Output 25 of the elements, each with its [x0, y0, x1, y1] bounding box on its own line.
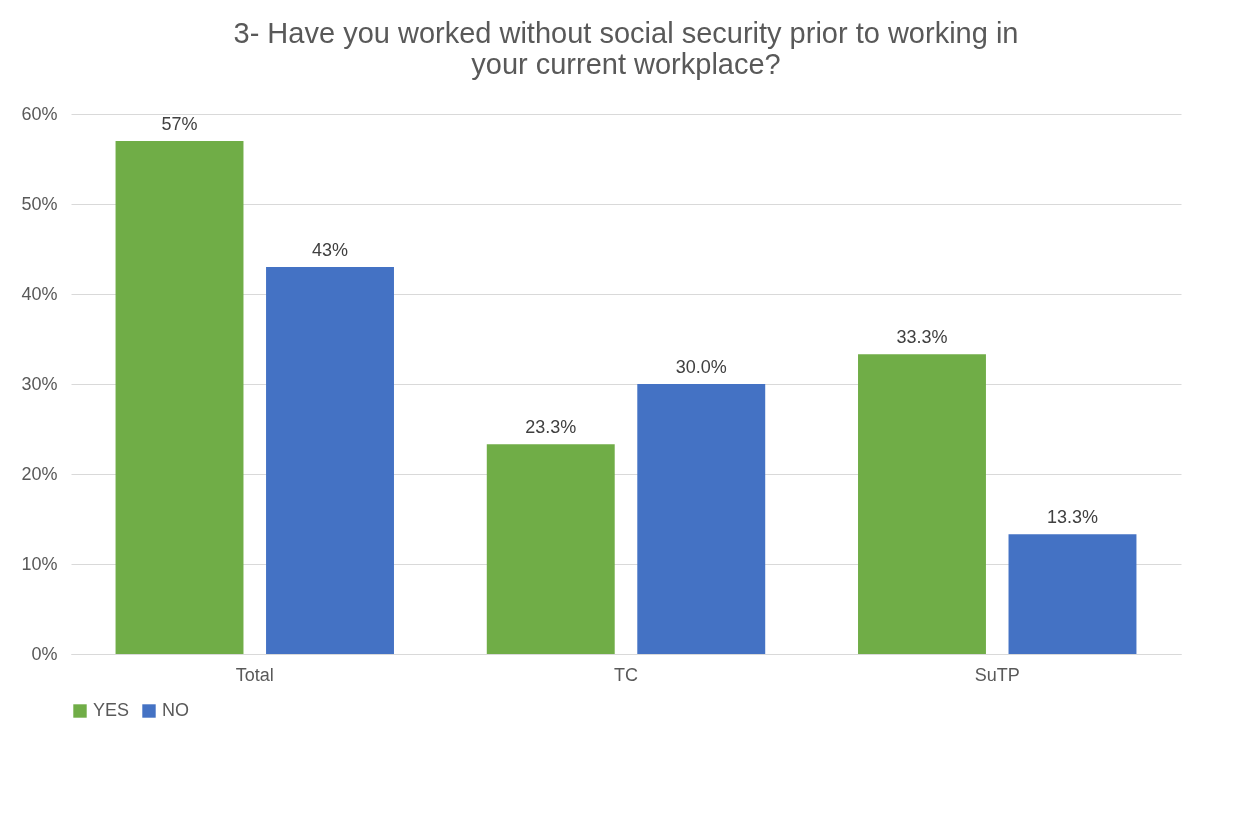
y-tick-label: 20%: [21, 463, 58, 484]
x-tick-label: Total: [235, 664, 274, 685]
bar: [115, 141, 244, 654]
data-label: 43%: [312, 240, 349, 260]
bar: [266, 267, 394, 654]
data-label: 33.3%: [896, 327, 948, 348]
y-tick-label: 30%: [21, 373, 58, 394]
legend-label: NO: [162, 700, 189, 720]
bar: [858, 354, 986, 654]
chart-title: 3- Have you worked without social security prior to working in your current workplace?: [233, 17, 1019, 80]
data-label: 30.0%: [675, 357, 727, 377]
legend-label: YES: [93, 700, 130, 720]
bar: [637, 384, 766, 654]
y-tick-label: 0%: [31, 643, 58, 664]
bar: [486, 444, 615, 654]
x-tick-label: SuTP: [974, 664, 1020, 685]
data-label: 57%: [161, 114, 198, 134]
y-tick-label: 60%: [21, 103, 58, 124]
x-tick-label: TC: [614, 664, 638, 685]
y-tick-label: 50%: [21, 193, 58, 214]
data-label: 23.3%: [525, 417, 577, 438]
y-tick-label: 40%: [21, 283, 58, 304]
y-tick-label: 10%: [21, 553, 58, 574]
data-label: 13.3%: [1046, 507, 1099, 528]
bar: [1008, 534, 1137, 654]
